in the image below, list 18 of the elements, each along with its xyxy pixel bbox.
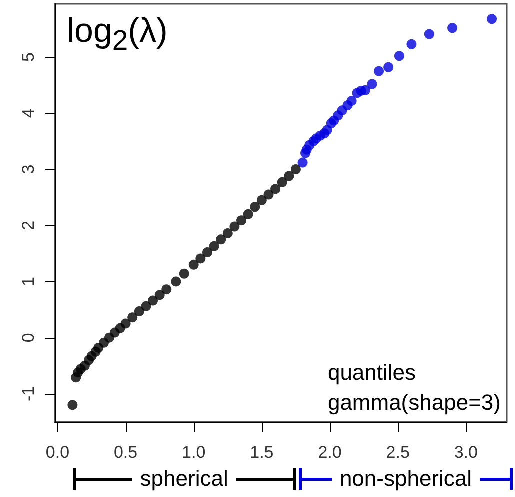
x-tick-label: 2.0 xyxy=(318,443,342,462)
x-axis-title: quantiles gamma(shape=3) xyxy=(328,359,501,417)
y-tick-label: 0 xyxy=(19,333,38,343)
x-tick-label: 1.5 xyxy=(250,443,274,462)
x-tick-label: 1.0 xyxy=(182,443,206,462)
y-tick-label: -1 xyxy=(19,386,38,402)
y-tick-label: 3 xyxy=(19,164,38,174)
x-tick-label: 3.0 xyxy=(454,443,478,462)
x-tick-label: 2.5 xyxy=(386,443,410,462)
x-tick-label: 0.0 xyxy=(46,443,70,462)
y-tick-label: 5 xyxy=(19,52,38,62)
range-bracket: non-spherical xyxy=(298,466,513,492)
range-bracket: spherical xyxy=(72,466,296,492)
x-tick-label: 0.5 xyxy=(114,443,138,462)
y-tick-label: 4 xyxy=(19,108,38,118)
y-tick-label: 2 xyxy=(19,220,38,230)
y-axis-title: log$_{2}$(λ) xyxy=(67,12,168,58)
y-tick-label: 1 xyxy=(19,276,38,286)
